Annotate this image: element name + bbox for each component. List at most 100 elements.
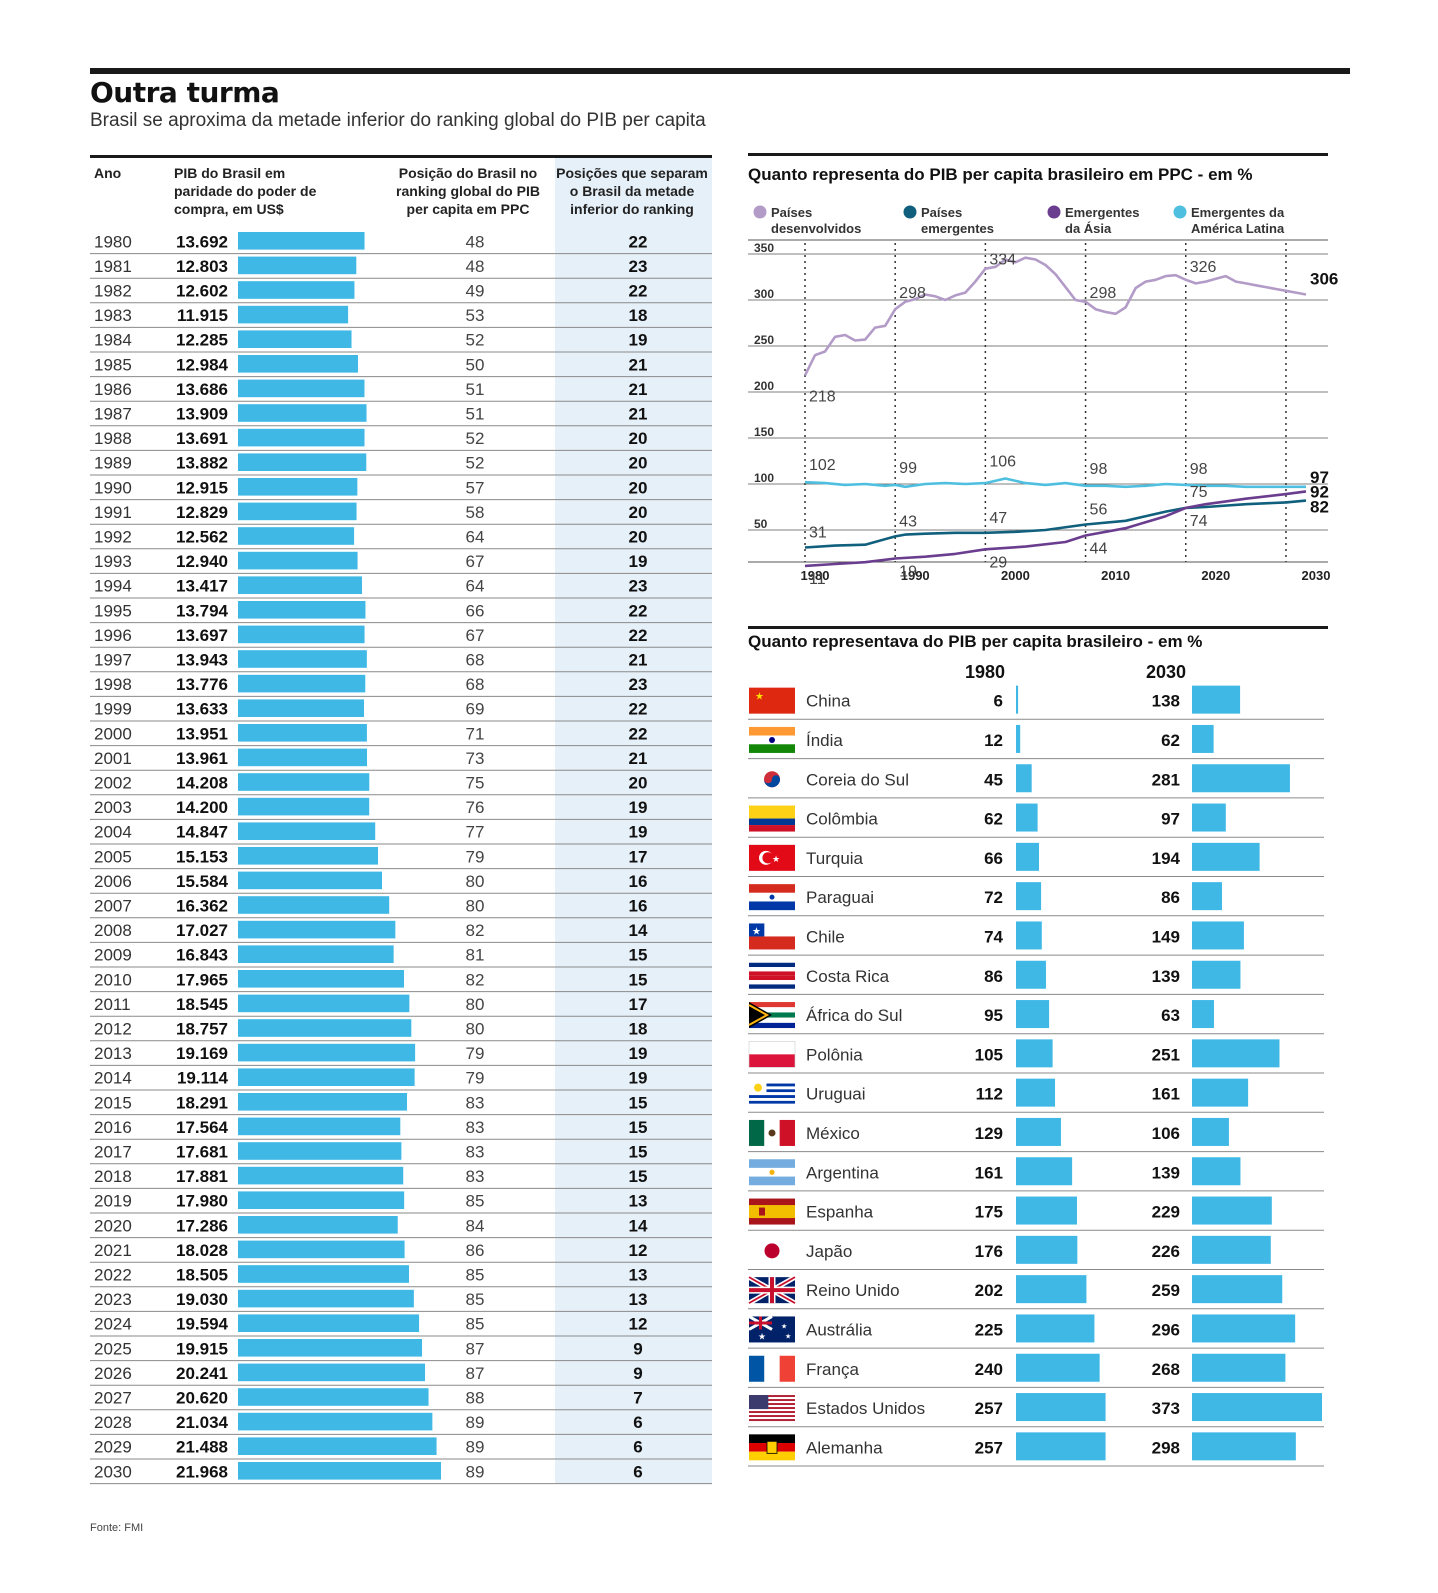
row-gdp-value: 21.034: [176, 1413, 229, 1432]
row-rank: 81: [466, 946, 485, 965]
row-year: 2000: [94, 724, 132, 743]
country-row: [749, 962, 795, 989]
data-label-asia: 29: [989, 554, 1007, 571]
bar-1980: [1016, 1393, 1106, 1422]
data-label-latam: 98: [1090, 461, 1108, 478]
row-gdp-bar: [238, 822, 376, 840]
row-rank: 83: [466, 1167, 485, 1186]
row-year: 2017: [94, 1143, 132, 1162]
row-gdp-bar: [238, 1240, 405, 1259]
row-gap: 13: [629, 1290, 648, 1309]
value-2030: 281: [1152, 770, 1180, 789]
bar-1980: [1016, 960, 1046, 989]
value-1980: 95: [984, 1006, 1003, 1025]
y-tick-label: 50: [754, 517, 768, 531]
country-name: Japão: [806, 1242, 852, 1261]
row-gdp-bar: [238, 1462, 441, 1480]
row-year: 2002: [94, 774, 132, 793]
flag-band: [749, 1434, 795, 1444]
flag-band: [749, 825, 795, 832]
row-gdp-value: 13.697: [176, 626, 228, 645]
row-rank: 88: [466, 1389, 485, 1408]
row-gdp-bar: [238, 1166, 404, 1185]
flag-band: [749, 1407, 795, 1410]
row-gdp-value: 15.584: [176, 872, 229, 891]
row-rank: 67: [466, 552, 485, 571]
data-label-asia: 44: [1090, 541, 1108, 558]
flag-band: [749, 1355, 765, 1382]
row-gdp-value: 14.208: [176, 774, 228, 793]
value-1980: 66: [984, 849, 1003, 868]
value-1980: 62: [984, 810, 1003, 829]
country-row: [749, 1119, 795, 1146]
row-gap: 13: [629, 1266, 648, 1285]
row-gap: 19: [629, 1044, 648, 1063]
country-name: África do Sul: [806, 1006, 902, 1025]
value-1980: 161: [975, 1163, 1003, 1182]
value-1980: 225: [975, 1320, 1003, 1339]
x-tick-label: 2030: [1302, 568, 1331, 583]
flag-band: [749, 1205, 795, 1219]
row-year: 2007: [94, 897, 132, 916]
row-rank: 83: [466, 1143, 485, 1162]
country-row: [749, 805, 795, 832]
row-gap: 6: [633, 1462, 642, 1481]
row-year: 1982: [94, 282, 132, 301]
country-name: Polônia: [806, 1045, 863, 1064]
row-gap: 15: [629, 946, 648, 965]
row-gdp-value: 13.691: [176, 429, 228, 448]
value-2030: 268: [1152, 1360, 1180, 1379]
flag-star: ★: [785, 1332, 791, 1340]
row-gdp-value: 12.803: [176, 257, 228, 276]
data-label-developed: 306: [1310, 269, 1338, 288]
row-gap: 17: [629, 995, 648, 1014]
bar-1980: [1016, 1000, 1050, 1029]
row-year: 2018: [94, 1167, 132, 1186]
flag-band: [749, 1399, 795, 1402]
bar-1980: [1016, 1157, 1073, 1186]
row-gap: 20: [629, 528, 648, 547]
row-gdp-value: 16.843: [176, 946, 228, 965]
row-gdp-bar: [238, 1191, 405, 1209]
row-year: 2019: [94, 1192, 132, 1211]
country-name: Índia: [806, 731, 843, 750]
flag-star: ★: [772, 854, 780, 864]
row-rank: 71: [466, 724, 485, 743]
row-gdp-bar: [238, 1117, 401, 1136]
header-rank-line: ranking global do PIB: [396, 183, 540, 199]
row-year: 2022: [94, 1266, 132, 1285]
flag-band: [749, 1415, 795, 1418]
row-gdp-bar: [238, 1339, 423, 1357]
row-gdp-bar: [238, 478, 358, 496]
data-label-asia: 11: [809, 571, 826, 588]
row-gdp-value: 20.241: [176, 1364, 228, 1383]
row-gdp-bar: [238, 1412, 433, 1431]
country-row: ★: [749, 687, 795, 714]
flag-band: [749, 901, 795, 911]
row-gap: 21: [629, 380, 648, 399]
flag-band: [749, 1041, 795, 1055]
row-gap: 20: [629, 503, 648, 522]
country-row: [747, 1274, 797, 1306]
flag-star: ★: [781, 1322, 787, 1330]
flag-sun: [754, 1083, 762, 1092]
flag-emblem: [768, 1129, 776, 1137]
row-gap: 20: [629, 429, 648, 448]
country-row: ★: [749, 923, 795, 950]
flag-star: ★: [755, 692, 764, 703]
flag-band: [749, 1100, 795, 1104]
flag-band: [779, 1355, 795, 1382]
value-1980: 86: [984, 967, 1003, 986]
row-gdp-value: 19.030: [176, 1290, 228, 1309]
row-gdp-bar: [238, 994, 410, 1013]
country-name: Colômbia: [806, 810, 878, 829]
row-gdp-value: 18.545: [176, 995, 228, 1014]
bar-1980: [1016, 1196, 1077, 1225]
row-gdp-value: 17.027: [176, 921, 228, 940]
row-gap: 9: [633, 1339, 642, 1358]
row-gdp-bar: [238, 1043, 416, 1062]
row-year: 2016: [94, 1118, 132, 1137]
row-year: 1994: [94, 577, 132, 596]
x-tick-label: 1980: [801, 568, 830, 583]
bar-1980: [1016, 1039, 1053, 1068]
